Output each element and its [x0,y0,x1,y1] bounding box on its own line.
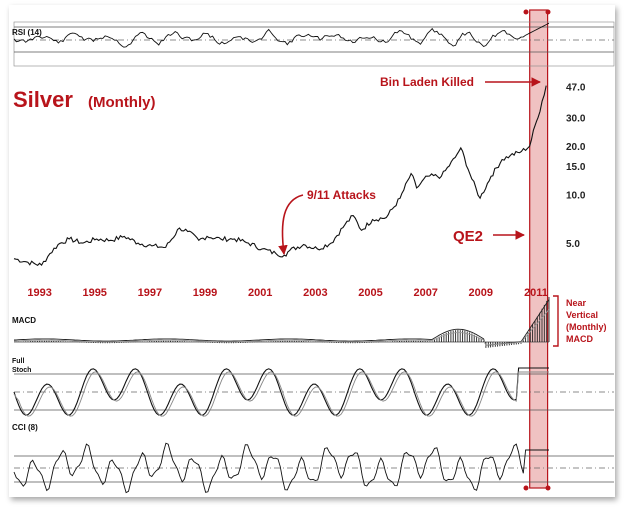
stoch-panel [13,367,614,417]
stoch-d-line [13,371,549,417]
x-tick-label: 1997 [138,287,162,299]
x-tick-label: 2005 [358,287,382,299]
near-vertical-line3: (Monthly) [566,322,607,332]
x-tick-label: 1993 [27,287,51,299]
chart-title: Silver [13,87,73,112]
cci-line [13,442,549,494]
stoch-label-line1: Full [12,358,24,365]
attacks-arrow [278,194,304,255]
attacks-annotation: 9/11 Attacks [307,188,376,202]
x-tick-label: 2009 [469,287,493,299]
band-marker-dot [523,9,529,15]
rsi-label: RSI (14) [12,28,42,37]
qe2-annotation: QE2 [453,228,483,245]
silver-price-line [13,85,547,266]
rsi-line [13,22,550,48]
rsi-panel [13,21,615,67]
cci-label: CCI (8) [12,423,38,432]
cci-panel [13,442,614,494]
near-vertical-line1: Near [566,298,587,308]
near-vertical-line4: MACD [566,334,593,344]
y-tick-label: 15.0 [566,162,586,173]
band-marker-dot [523,485,529,491]
band-marker-dot [545,9,551,15]
rsi-panel-frame [13,21,615,67]
near-vertical-line2: Vertical [566,310,598,320]
chart-card [9,5,615,497]
x-tick-label: 2011 [524,287,548,299]
x-tick-label: 1995 [82,287,106,299]
x-tick-label: 2007 [413,287,437,299]
chart-subtitle: (Monthly) [88,94,155,111]
band-marker-dot [545,485,551,491]
y-tick-label: 47.0 [566,82,586,93]
bin-laden-annotation: Bin Laden Killed [380,75,474,89]
x-tick-label: 1999 [193,287,217,299]
y-tick-label: 20.0 [566,142,586,153]
macd-signal-line [13,309,550,346]
x-tick-label: 2003 [303,287,327,299]
y-tick-label: 5.0 [566,239,580,250]
near-vertical-bracket [553,295,559,347]
y-tick-label: 10.0 [566,191,586,202]
x-tick-label: 2001 [248,287,272,299]
macd-label: MACD [12,316,36,325]
macd-panel [13,297,550,348]
chart-marks: 47.0 30.0 20.0 15.0 10.0 5.0 1993 1995 1997 1999 2… [13,82,586,299]
stoch-label-line2: Stoch [12,367,31,374]
macd-line [13,299,550,346]
stoch-k-line [13,367,549,416]
y-tick-label: 30.0 [566,114,586,125]
